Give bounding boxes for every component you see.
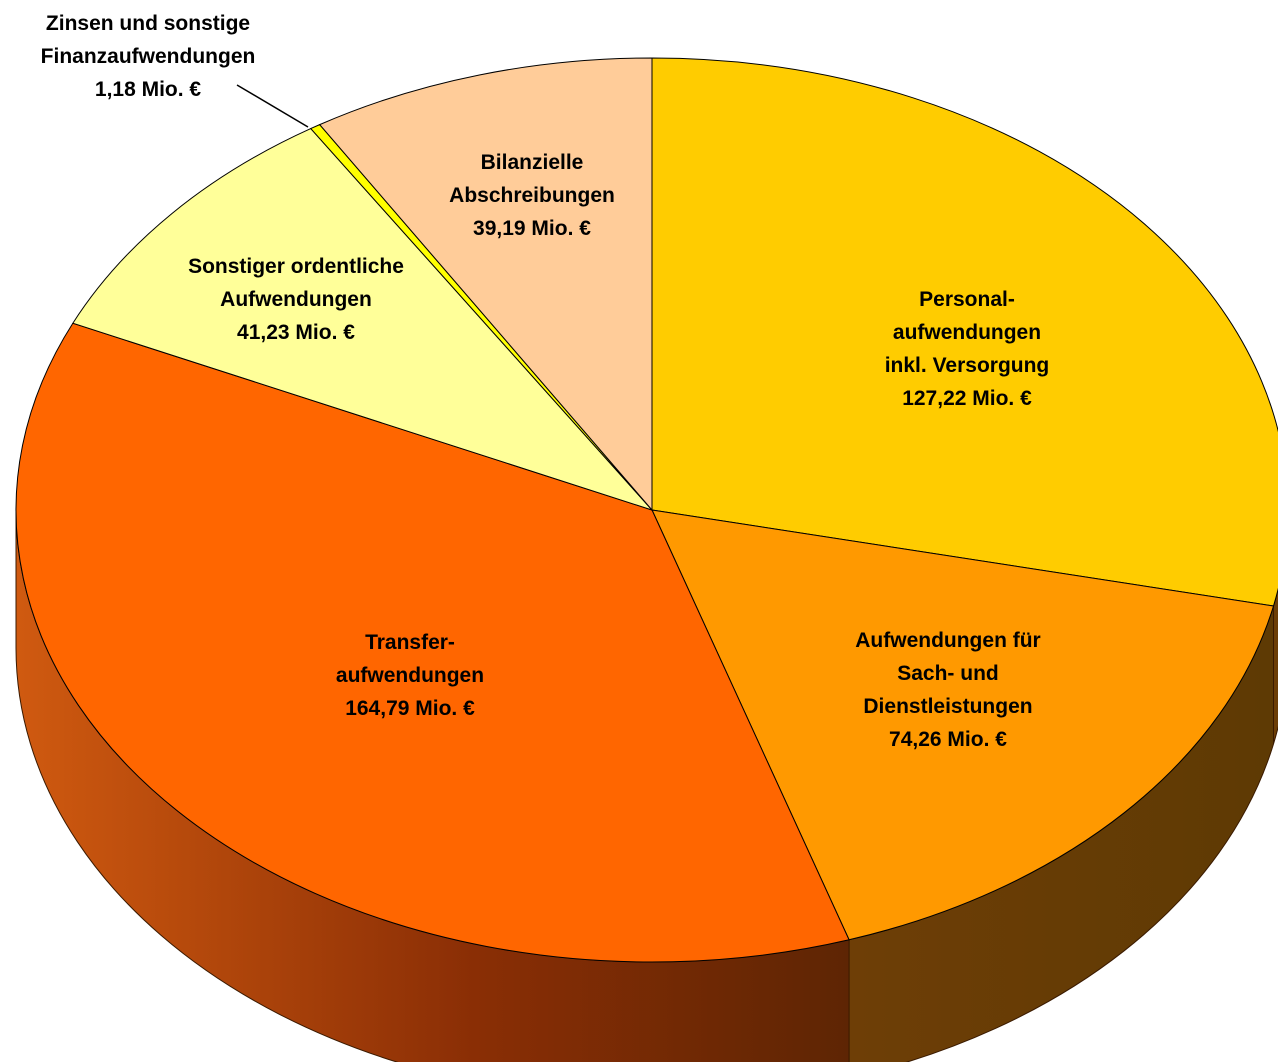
- pie-leader-zinsen-und-sonstige: [236, 84, 309, 128]
- pie-label-line: 39,19 Mio. €: [473, 217, 591, 240]
- pie-label-personal: Personal-aufwendungen inkl. Versorgung 127…: [885, 288, 1050, 410]
- pie-label-line: Dienstleistungen: [863, 695, 1032, 718]
- pie-label-line: Finanzaufwendungen: [41, 45, 256, 68]
- pie-label-bilanzielle: Bilanzielle Abschreibungen 39,19 Mio. €: [449, 151, 615, 240]
- pie-label-line: 1,18 Mio. €: [95, 78, 202, 101]
- pie-label-line: inkl. Versorgung: [885, 354, 1050, 377]
- pie-label-line: aufwendungen: [336, 664, 484, 687]
- pie-label-line: Aufwendungen: [220, 288, 372, 311]
- pie-label-line: Zinsen und sonstige: [46, 12, 250, 35]
- pie-label-line: 127,22 Mio. €: [902, 387, 1032, 410]
- pie-label-line: Aufwendungen für: [855, 629, 1040, 652]
- pie-label-line: 74,26 Mio. €: [889, 728, 1007, 751]
- pie-label-sonstiger-ordentliche: Sonstiger ordentliche Aufwendungen 41,23 M…: [188, 255, 404, 344]
- pie-label-aufwendungen-f-r: Aufwendungen für Sach- und Dienstleistunge…: [855, 629, 1040, 751]
- pie-labels: Personal-aufwendungen inkl. Versorgung 127…: [41, 12, 1050, 751]
- pie-label-line: Sach- und: [897, 662, 999, 685]
- pie-slices: [15, 57, 1278, 963]
- pie-leader-lines: [236, 84, 309, 128]
- pie-label-line: Abschreibungen: [449, 184, 615, 207]
- pie-slice-aufwendungen-f-r: [651, 509, 1275, 941]
- pie-label-line: Transfer-: [365, 631, 455, 654]
- pie-slice-bilanzielle: [318, 57, 653, 512]
- pie-label-zinsen-und-sonstige: Zinsen und sonstige Finanzaufwendungen 1,1…: [41, 12, 256, 101]
- pie-label-transfer: Transfer-aufwendungen 164,79 Mio. €: [336, 631, 484, 720]
- pie-label-line: 41,23 Mio. €: [237, 321, 355, 344]
- pie-label-line: Personal-: [919, 288, 1015, 311]
- pie-label-line: aufwendungen: [893, 321, 1041, 344]
- pie-label-line: Bilanzielle: [481, 151, 584, 174]
- pie-slice-personal: [651, 57, 1278, 607]
- pie-slice-sonstiger-ordentliche: [72, 127, 654, 512]
- pie-label-line: Sonstiger ordentliche: [188, 255, 404, 278]
- pie-label-line: 164,79 Mio. €: [345, 697, 475, 720]
- pie-slice-transfer: [15, 322, 850, 963]
